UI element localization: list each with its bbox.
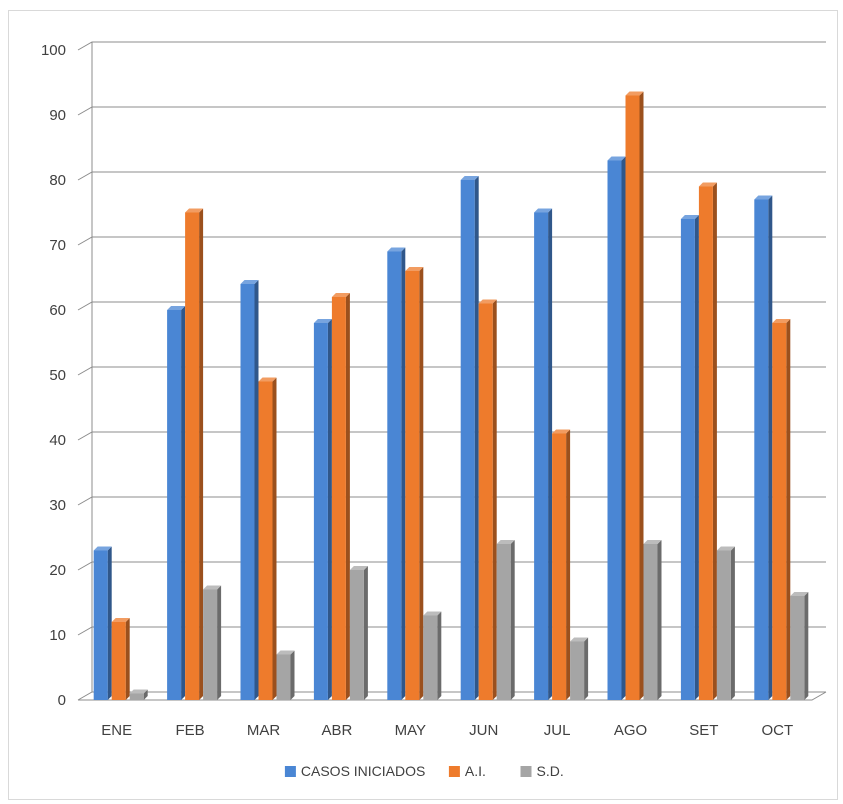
y-tick-label: 0: [58, 692, 66, 709]
y-tick-label: 40: [49, 432, 66, 449]
bar-a-i-feb: [185, 208, 204, 700]
bar-a-i-set: [698, 182, 717, 700]
bar-s-d-ene: [129, 689, 148, 700]
legend-swatch: [284, 766, 296, 777]
y-tick-label: 60: [49, 302, 66, 319]
gridline: [77, 106, 826, 116]
legend-label: A.I.: [465, 763, 486, 779]
x-tick-label: SET: [689, 722, 718, 739]
bar-casos-iniciados-may: [387, 247, 406, 700]
bar-s-d-oct: [790, 592, 809, 700]
bar-casos-iniciados-abr: [313, 319, 332, 700]
y-tick-label: 20: [49, 562, 66, 579]
y-tick-label: 80: [49, 172, 66, 189]
bar-s-d-jul: [570, 637, 589, 700]
x-tick-label: JUL: [544, 722, 571, 739]
y-tick-label: 10: [49, 627, 66, 644]
bar-a-i-mar: [258, 377, 277, 700]
bar-casos-iniciados-mar: [240, 280, 259, 700]
bar-casos-iniciados-jul: [534, 208, 553, 700]
y-tick-label: 70: [49, 237, 66, 254]
gridline: [77, 41, 826, 51]
bar-casos-iniciados-feb: [167, 306, 186, 700]
y-tick-label: 100: [41, 42, 66, 59]
x-tick-label: JUN: [469, 722, 498, 739]
y-tick-label: 50: [49, 367, 66, 384]
legend-item: CASOS INICIADOS: [284, 763, 425, 779]
x-tick-label: ABR: [321, 722, 352, 739]
x-tick-label: MAR: [247, 722, 281, 739]
legend-swatch: [448, 766, 460, 777]
legend-label: S.D.: [537, 763, 564, 779]
bar-casos-iniciados-ene: [93, 546, 112, 700]
bar-a-i-jul: [552, 429, 571, 700]
bar-s-d-jun: [496, 540, 515, 700]
bar-a-i-jun: [478, 299, 497, 700]
legend-label: CASOS INICIADOS: [301, 763, 425, 779]
bar-a-i-oct: [772, 319, 791, 700]
x-tick-label: FEB: [176, 722, 205, 739]
y-tick-label: 30: [49, 497, 66, 514]
legend-item: S.D.: [520, 763, 564, 779]
bar-casos-iniciados-jun: [460, 176, 479, 700]
bar-casos-iniciados-set: [680, 215, 699, 700]
y-tick-label: 90: [49, 107, 66, 124]
x-tick-label: MAY: [395, 722, 426, 739]
x-tick-label: AGO: [614, 722, 647, 739]
bar-a-i-ene: [111, 618, 130, 700]
bar-s-d-feb: [203, 585, 222, 700]
bar-s-d-mar: [276, 650, 295, 700]
bar-a-i-ago: [625, 91, 644, 700]
bar-s-d-ago: [643, 540, 662, 700]
x-tick-label: ENE: [101, 722, 132, 739]
bar-s-d-abr: [349, 566, 368, 700]
bar-a-i-abr: [331, 293, 350, 700]
bar-casos-iniciados-ago: [607, 156, 626, 700]
bar-casos-iniciados-oct: [754, 195, 773, 700]
bar-s-d-may: [423, 611, 442, 700]
legend: CASOS INICIADOS A.I. S.D.: [284, 763, 564, 779]
x-tick-label: OCT: [761, 722, 793, 739]
legend-item: A.I.: [448, 763, 486, 779]
legend-swatch: [520, 766, 532, 777]
bars: [93, 91, 809, 700]
bar-s-d-set: [716, 546, 735, 700]
gridline: [77, 171, 826, 181]
y-axis-ticks: 0 10 20 30 40 50 60 70 80 90 100: [41, 42, 66, 709]
bar-a-i-may: [405, 267, 424, 700]
x-axis-ticks: ENE FEB MAR ABR MAY JUN JUL AGO SET OCT: [101, 722, 793, 739]
